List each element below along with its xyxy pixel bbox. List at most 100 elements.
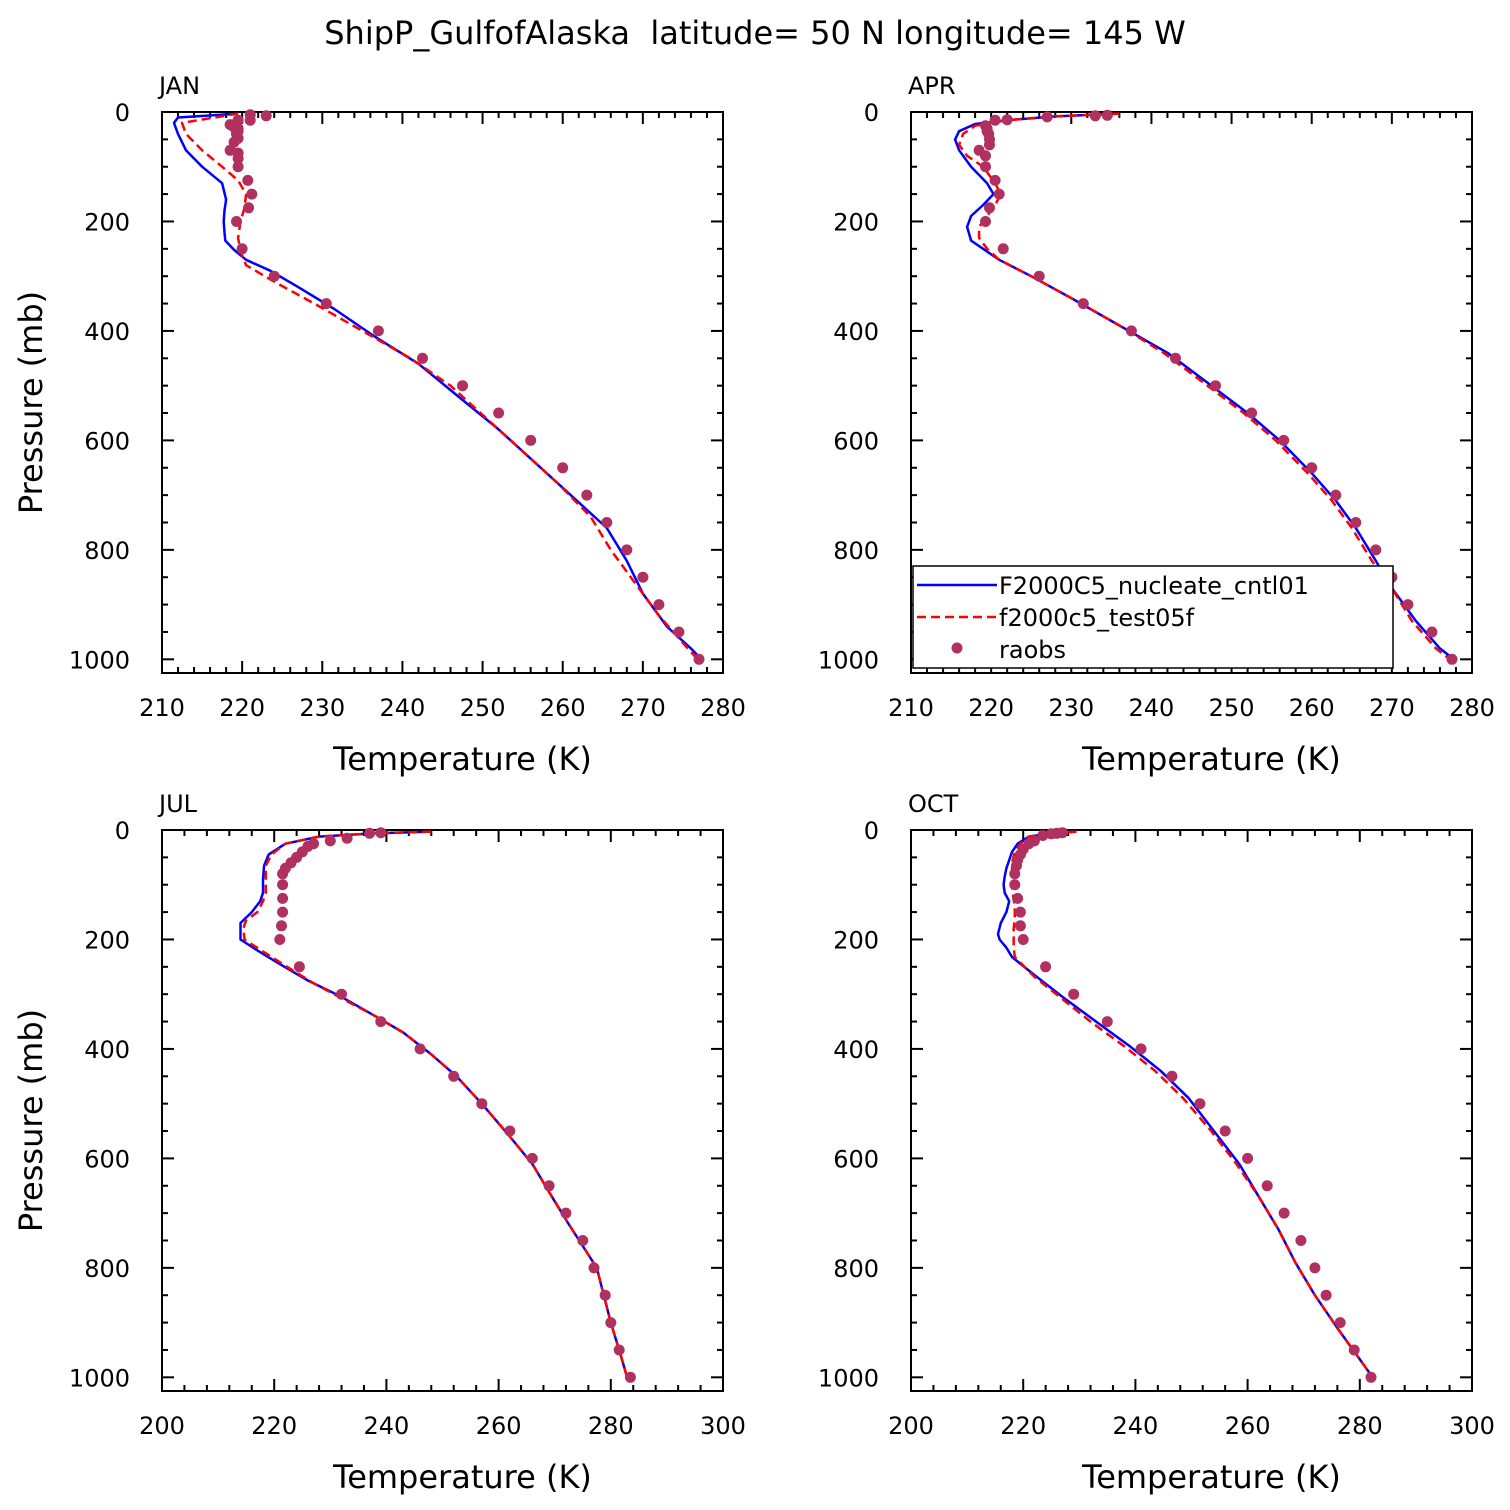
raobs-point [653,599,665,611]
raobs-point [277,892,289,904]
x-tick-label: 250 [460,694,506,722]
raobs-point [624,1371,636,1383]
panel-jul: JUL 200 220 240 260 280 300 0 200 400 600 800 1000 Te… [12,790,746,1496]
raobs-point [599,1289,611,1301]
raobs-point [1037,830,1049,841]
raobs-point [364,827,376,839]
raobs-point [1089,110,1101,122]
panel-jan: JAN 210 220 230 240 250 260 270 280 0 200 400 600 800… [12,72,746,778]
raobs-point [1135,1043,1147,1055]
raobs-point [1166,1070,1178,1082]
raobs-point [277,906,289,918]
raobs-point [560,1207,572,1219]
raobs-point [1446,653,1458,665]
raobs-point [1365,1371,1377,1383]
raobs-point [1242,1152,1254,1164]
x-tick-label: 270 [1369,694,1415,722]
y-tick-label: 800 [84,537,130,565]
panel-label: OCT [908,790,959,818]
x-tick-label: 220 [219,694,265,722]
x-axis-label: Temperature (K) [1081,740,1341,778]
raobs-point [613,1344,625,1356]
legend-label: raobs [999,636,1066,664]
raobs-point [637,571,649,583]
legend-label: f2000c5_test05f [999,604,1195,632]
raobs-point [1320,1289,1332,1301]
x-tick-label: 240 [1112,1412,1158,1440]
y-tick-label: 800 [833,1255,879,1283]
y-tick-label: 200 [833,208,879,236]
x-tick-label: 240 [1129,694,1175,722]
y-tick-label: 0 [864,817,879,845]
raobs-point [1012,892,1024,904]
x-tick-label: 210 [888,694,934,722]
raobs-point [1014,906,1026,918]
raobs-point [375,1016,387,1028]
x-tick-label: 260 [476,1412,522,1440]
raobs-point [341,832,353,844]
y-tick-label: 800 [833,537,879,565]
raobs-point [1309,1262,1321,1274]
raobs-point [414,1043,426,1055]
y-tick-label: 1000 [69,646,130,674]
x-tick-label: 280 [700,694,746,722]
y-tick-label: 600 [84,427,130,455]
raobs-point [526,1152,538,1164]
raobs-point [989,174,1001,186]
raobs-point [260,110,272,122]
y-tick-label: 0 [115,817,130,845]
y-axis-label: Pressure (mb) [12,1009,50,1232]
series-line-cntl01 [172,112,704,662]
panel-label: JAN [157,72,200,100]
raobs-point [1077,298,1089,310]
x-tick-label: 280 [588,1412,634,1440]
y-tick-label: 1000 [818,646,879,674]
raobs-point [525,434,537,446]
raobs-point [1101,1016,1113,1028]
raobs-point [1261,1180,1273,1192]
x-tick-label: 270 [620,694,666,722]
panel-label: APR [908,72,956,100]
x-axis-label: Temperature (K) [332,740,592,778]
y-tick-label: 600 [833,427,879,455]
raobs-point [984,202,995,214]
raobs-point [1219,1125,1231,1137]
raobs-point [1370,544,1382,556]
raobs-point [476,1098,488,1110]
raobs-point [1101,109,1113,121]
raobs-point [543,1180,555,1192]
raobs-point [1348,1344,1360,1356]
raobs-point [673,626,685,638]
series-line-test05f [242,830,629,1380]
x-tick-label: 240 [380,694,426,722]
raobs-point [1017,934,1029,945]
raobs-point [989,114,1001,126]
x-tick-label: 300 [700,1412,746,1440]
x-tick-label: 260 [1225,1412,1271,1440]
x-tick-label: 220 [251,1412,297,1440]
legend-label: F2000C5_nucleate_cntl01 [999,572,1309,600]
y-tick-label: 1000 [818,1364,879,1392]
y-tick-label: 200 [84,926,130,954]
raobs-point [1350,517,1362,528]
x-tick-label: 280 [1337,1412,1383,1440]
raobs-point [232,161,244,173]
raobs-point [324,835,336,847]
raobs-point [1009,879,1021,891]
raobs-point [268,270,280,282]
raobs-point [448,1070,460,1082]
raobs-point [1170,352,1181,364]
raobs-point [605,1317,617,1329]
plot-frame [161,111,724,674]
raobs-point [997,243,1009,255]
raobs-point [693,653,705,665]
y-tick-label: 0 [115,99,130,127]
raobs-point [1068,988,1080,1000]
raobs-point [274,934,286,945]
raobs-point [1402,599,1414,611]
x-tick-label: 220 [968,694,1014,722]
raobs-point [232,153,244,164]
x-tick-label: 230 [299,694,345,722]
y-tick-label: 0 [864,99,879,127]
